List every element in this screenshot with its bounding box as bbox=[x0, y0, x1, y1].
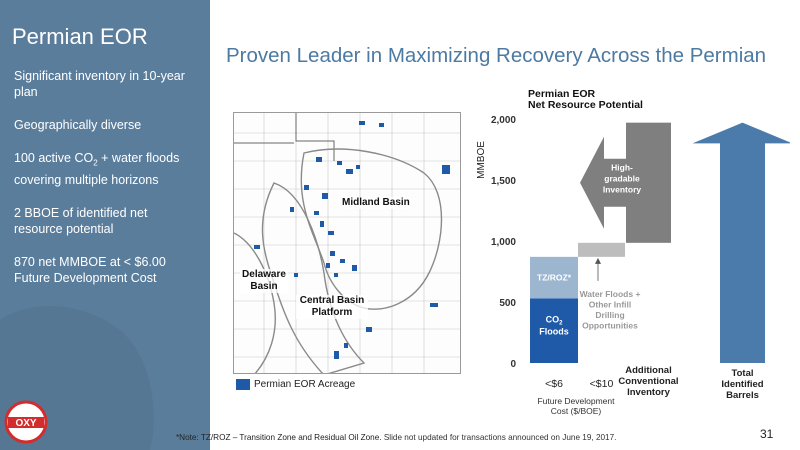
arrow-high-gradable bbox=[580, 136, 628, 229]
label-co2-floods-rest: Floods bbox=[539, 326, 569, 336]
page-number: 31 bbox=[760, 427, 774, 441]
point-geography: Geographically diverse bbox=[14, 118, 142, 132]
map-graphic bbox=[234, 113, 460, 373]
point-floods-post: + water floods covering multiple horizon… bbox=[14, 151, 180, 187]
x-axis-label: Future Development bbox=[537, 396, 615, 406]
central-basin-label: Central Basin Platform bbox=[296, 295, 368, 319]
water-floods-leader-head bbox=[595, 257, 601, 264]
x-tick-additional: Additional bbox=[625, 365, 671, 376]
x-tick-total: Total bbox=[732, 368, 754, 379]
logo-text: OXY bbox=[15, 418, 36, 429]
point-floods-sub: 2 bbox=[93, 158, 98, 168]
y-tick-label: 500 bbox=[499, 298, 516, 309]
y-axis-label: MMBOE bbox=[476, 141, 487, 179]
y-tick-label: 0 bbox=[510, 359, 516, 370]
sidebar-points: Significant inventory in 10-year plan Ge… bbox=[14, 68, 199, 303]
x-tick-lt6: <$6 bbox=[545, 378, 563, 390]
map-legend: Permian EOR Acreage bbox=[236, 379, 355, 390]
y-tick-label: 1,000 bbox=[491, 237, 516, 248]
delaware-basin-outline bbox=[234, 232, 276, 373]
footnote-main: *Note: TZ/ROZ – Transition Zone and Resi… bbox=[176, 433, 382, 442]
logo-band bbox=[8, 417, 44, 428]
label-tz-roz: TZ/ROZ* bbox=[537, 273, 572, 283]
label-water-floods: Drilling bbox=[595, 310, 624, 320]
bar-water-floods bbox=[578, 242, 625, 257]
x-tick-lt10: <$10 bbox=[590, 378, 614, 390]
point-floods-pre: 100 active CO bbox=[14, 151, 94, 165]
point-inventory: Significant inventory in 10-year plan bbox=[14, 69, 185, 99]
county-grid bbox=[234, 113, 460, 373]
sidebar-title: Permian EOR bbox=[12, 24, 148, 49]
bar-tz-roz bbox=[530, 256, 578, 299]
permian-map: Midland Basin Delaware Basin Central Bas… bbox=[233, 112, 461, 374]
sidebar-panel: Permian EOR Significant inventory in 10-… bbox=[0, 0, 210, 450]
chart-title-line: Net Resource Potential bbox=[528, 99, 643, 111]
point-net-mmboe: 870 net MMBOE at < $6.00 Future Developm… bbox=[14, 254, 166, 285]
footnote-extra: Slide not updated for transactions annou… bbox=[381, 433, 617, 442]
x-tick-total: Identified bbox=[721, 379, 763, 390]
state-line bbox=[295, 113, 335, 161]
main-title: Proven Leader in Maximizing Recovery Acr… bbox=[226, 44, 767, 67]
x-axis-label: Cost ($/BOE) bbox=[551, 406, 602, 416]
legend-swatch bbox=[236, 379, 250, 390]
chart-title-line: Permian EOR bbox=[528, 88, 596, 100]
midland-basin-label: Midland Basin bbox=[342, 197, 410, 209]
oxy-logo: OXY bbox=[4, 400, 48, 444]
point-resource: 2 BBOE of identified net resource potent… bbox=[14, 205, 148, 236]
label-high-gradable: Inventory bbox=[603, 185, 642, 195]
bar-total-identified bbox=[692, 122, 790, 363]
x-tick-total: Barrels bbox=[726, 390, 759, 401]
label-high-gradable: High- bbox=[611, 163, 633, 173]
footnote: *Note: TZ/ROZ – Transition Zone and Resi… bbox=[176, 433, 616, 442]
eor-acreage-patches bbox=[254, 121, 450, 359]
legend-label: Permian EOR Acreage bbox=[254, 379, 356, 390]
x-tick-additional: Inventory bbox=[627, 387, 670, 398]
label-high-gradable: gradable bbox=[604, 174, 640, 184]
delaware-basin-label: Delaware Basin bbox=[240, 269, 288, 293]
label-water-floods: Opportunities bbox=[582, 320, 638, 330]
x-tick-additional: Conventional bbox=[618, 376, 678, 387]
central-basin-outline bbox=[261, 182, 366, 373]
label-water-floods: Other Infill bbox=[589, 299, 632, 309]
label-co2-floods: CO2 bbox=[546, 314, 564, 326]
midland-basin-outline bbox=[300, 148, 443, 310]
y-tick-label: 2,000 bbox=[491, 115, 516, 126]
bar-co2-floods bbox=[530, 298, 578, 363]
bar-high-gradable bbox=[626, 122, 671, 243]
y-tick-label: 1,500 bbox=[491, 176, 516, 187]
point-floods: 100 active CO2 + water floods covering m… bbox=[14, 150, 199, 188]
label-water-floods: Water Floods + bbox=[580, 289, 641, 299]
